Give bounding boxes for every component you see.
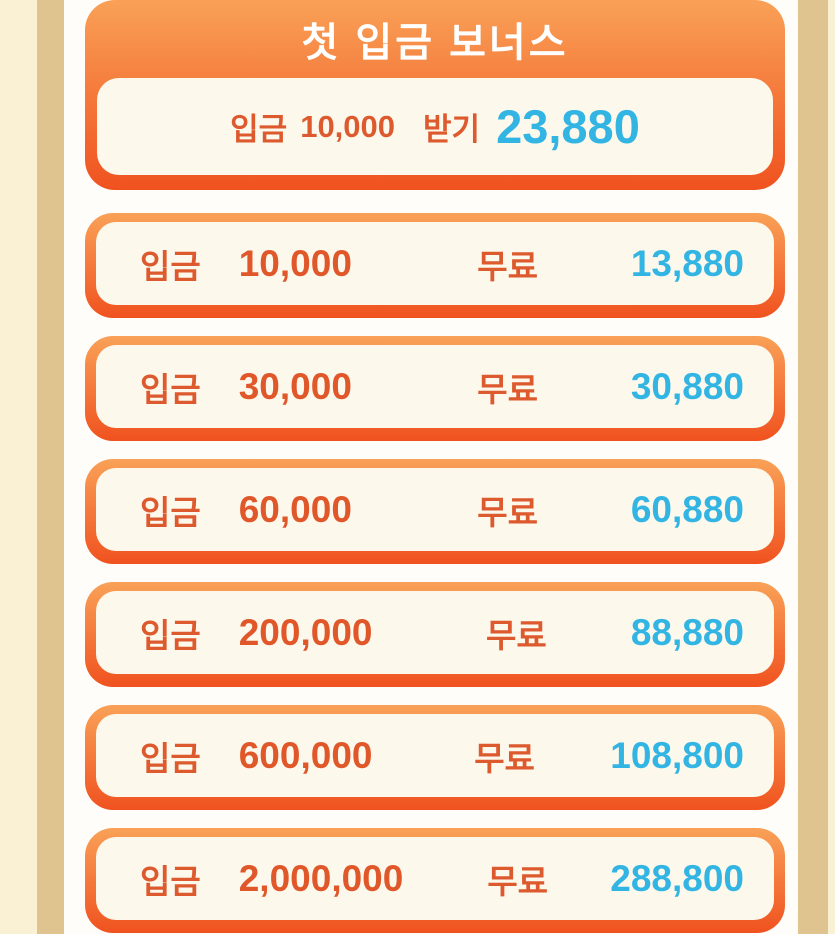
- deposit-amount: 2,000,000: [238, 857, 404, 899]
- bonus-amount: 23,880: [496, 100, 640, 153]
- bonus-amount: 60,880: [630, 488, 744, 530]
- deposit-bonus-option[interactable]: 입금 200,000 무료 88,880: [85, 582, 785, 687]
- free-label: 무료: [477, 493, 538, 531]
- deposit-amount: 60,000: [238, 488, 352, 530]
- bonus-amount: 108,800: [610, 734, 744, 776]
- deposit-amount: 10,000: [300, 108, 396, 144]
- deposit-bonus-row: 입금 30,000 무료 30,880: [96, 345, 774, 428]
- deposit-bonus-option[interactable]: 입금 2,000,000 무료 288,800: [85, 828, 785, 933]
- left-tan-stripe: [37, 0, 64, 934]
- free-label: 무료: [486, 616, 547, 654]
- deposit-amount: 10,000: [238, 242, 352, 284]
- deposit-bonus-option[interactable]: 입금 10,000 무료 13,880: [85, 213, 785, 318]
- bonus-amount: 288,800: [610, 857, 744, 899]
- left-cream-edge: [0, 0, 37, 934]
- deposit-bonus-row: 입금 10,000 무료 13,880: [96, 222, 774, 305]
- deposit-bonus-row: 입금 60,000 무료 60,880: [96, 468, 774, 551]
- deposit-label: 입금: [140, 247, 201, 285]
- claim-label: 받기: [423, 112, 481, 147]
- free-label: 무료: [487, 862, 549, 900]
- bonus-amount: 30,880: [630, 365, 744, 407]
- deposit-label: 입금: [230, 112, 288, 147]
- deposit-label: 입금: [140, 370, 201, 408]
- right-tan-stripe: [798, 0, 828, 934]
- deposit-bonus-option[interactable]: 입금 600,000 무료 108,800: [85, 705, 785, 810]
- deposit-amount: 30,000: [238, 365, 352, 407]
- deposit-label: 입금: [140, 739, 201, 777]
- deposit-label: 입금: [140, 862, 201, 900]
- right-cream-edge: [828, 0, 835, 934]
- deposit-bonus-row: 입금 2,000,000 무료 288,800: [96, 837, 774, 920]
- deposit-bonus-row: 입금 600,000 무료 108,800: [96, 714, 774, 797]
- free-label: 무료: [474, 739, 535, 777]
- free-label: 무료: [477, 247, 538, 285]
- first-deposit-bonus-panel: 첫 입금 보너스 입금 10,000 받기 23,880: [85, 0, 785, 190]
- deposit-bonus-option[interactable]: 입금 60,000 무료 60,880: [85, 459, 785, 564]
- deposit-amount: 600,000: [238, 734, 373, 776]
- deposit-bonus-row: 입금 200,000 무료 88,880: [96, 591, 774, 674]
- deposit-bonus-option[interactable]: 입금 30,000 무료 30,880: [85, 336, 785, 441]
- deposit-label: 입금: [140, 493, 201, 531]
- claim-first-bonus-button[interactable]: 입금 10,000 받기 23,880: [97, 78, 773, 175]
- bonus-amount: 13,880: [630, 242, 744, 284]
- deposit-amount: 200,000: [238, 611, 373, 653]
- bonus-amount: 88,880: [630, 611, 744, 653]
- panel-title: 첫 입금 보너스: [301, 21, 569, 65]
- free-label: 무료: [477, 370, 538, 408]
- deposit-label: 입금: [140, 616, 201, 654]
